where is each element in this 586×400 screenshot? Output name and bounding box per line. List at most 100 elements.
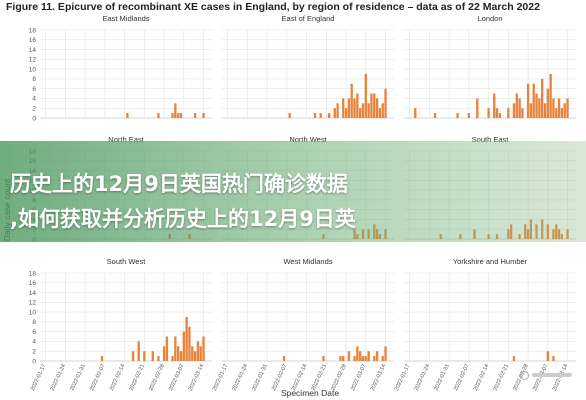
bar [381,103,384,118]
bar [384,346,387,361]
bar [333,108,336,118]
bar [282,356,286,361]
bar [375,98,379,118]
y-tick-label: 6 [32,329,36,336]
x-tick-label: 2022-01-31 [69,363,87,391]
bar [370,93,373,118]
bar [515,93,518,118]
bar [199,346,202,361]
watermark-logo [520,368,580,382]
bar [364,356,367,361]
bar [529,103,533,118]
bar [433,113,437,118]
bar [521,108,524,118]
bar [353,356,356,361]
bar [347,98,351,118]
bar [182,331,185,361]
bar [356,93,359,118]
bar [456,113,459,118]
bar [507,108,510,118]
bar [157,113,160,118]
bar [188,326,191,361]
bar [487,108,490,118]
bar [143,351,146,361]
x-tick-label: 2022-02-28 [148,363,166,391]
x-tick-label: 2022-01-31 [251,363,269,391]
bar [364,74,367,118]
bar [174,336,177,361]
bar [359,351,362,361]
bar [512,356,516,361]
bar [384,88,387,118]
y-tick-label: 14 [29,47,37,54]
bar [543,103,547,118]
bar [179,113,183,118]
banner-overlay: 历史上的12月9日英国热门确诊数据 ,如何获取并分析历史上的12月9日英 [0,141,586,242]
y-tick-label: 0 [32,115,36,122]
panel-title: North West [289,135,327,144]
y-tick-label: 10 [29,309,37,316]
bar [552,356,555,361]
bar [557,98,561,118]
bar [350,83,353,118]
x-tick-label: 2022-02-21 [493,363,511,391]
x-tick-label: 2022-02-14 [473,363,491,391]
bar [342,98,345,118]
bar [193,113,197,118]
bar [381,356,384,361]
bar [541,78,544,118]
bar [288,113,291,118]
x-tick-label: 2022-01-24 [232,363,250,391]
x-axis-title: Specimen Date [281,388,339,398]
x-tick-label: 2022-02-14 [109,363,127,391]
bar [336,103,339,118]
y-tick-label: 2 [32,106,36,113]
bar [174,103,177,118]
bar [344,108,348,118]
x-tick-label: 2022-01-31 [433,363,451,391]
y-tick-label: 18 [29,27,37,34]
x-tick-label: 2022-03-14 [370,363,388,391]
bar [177,346,180,361]
watermark-bar [532,373,572,377]
bar [378,108,382,118]
panel-title: East of England [282,14,335,23]
bar [560,108,564,118]
bar [162,346,166,361]
bar [342,356,345,361]
y-tick-label: 12 [29,300,37,307]
y-tick-label: 14 [29,290,37,297]
panel-title: East Midlands [102,14,149,23]
bar [131,351,135,361]
bar [563,103,566,118]
x-tick-label: 2022-03-14 [188,363,206,391]
y-tick-label: 8 [32,319,36,326]
bar [476,98,479,118]
bar [347,351,351,361]
panel-title: London [477,14,502,23]
bar [512,103,516,118]
bar [373,93,376,118]
y-tick-label: 0 [32,358,36,365]
bar [373,356,376,361]
bar [177,113,180,118]
bar [367,351,370,361]
bar [327,113,331,118]
bar [361,356,365,361]
banner-headline: 历史上的12月9日英国热门确诊数据 [10,172,348,196]
y-tick-label: 4 [32,96,36,103]
bar [353,98,356,118]
bar [549,74,552,118]
bar [555,108,558,118]
x-tick-label: 2022-01-24 [414,363,432,391]
x-tick-label: 2022-01-17 [212,363,230,391]
y-tick-label: 18 [29,270,37,277]
bar [518,98,521,118]
x-tick-label: 2022-02-07 [453,363,471,391]
bar [165,336,169,361]
bar [535,93,538,118]
y-tick-label: 16 [29,37,37,44]
x-tick-label: 2022-02-21 [129,363,147,391]
x-tick-label: 2022-03-07 [350,363,368,391]
y-tick-label: 6 [32,86,36,93]
